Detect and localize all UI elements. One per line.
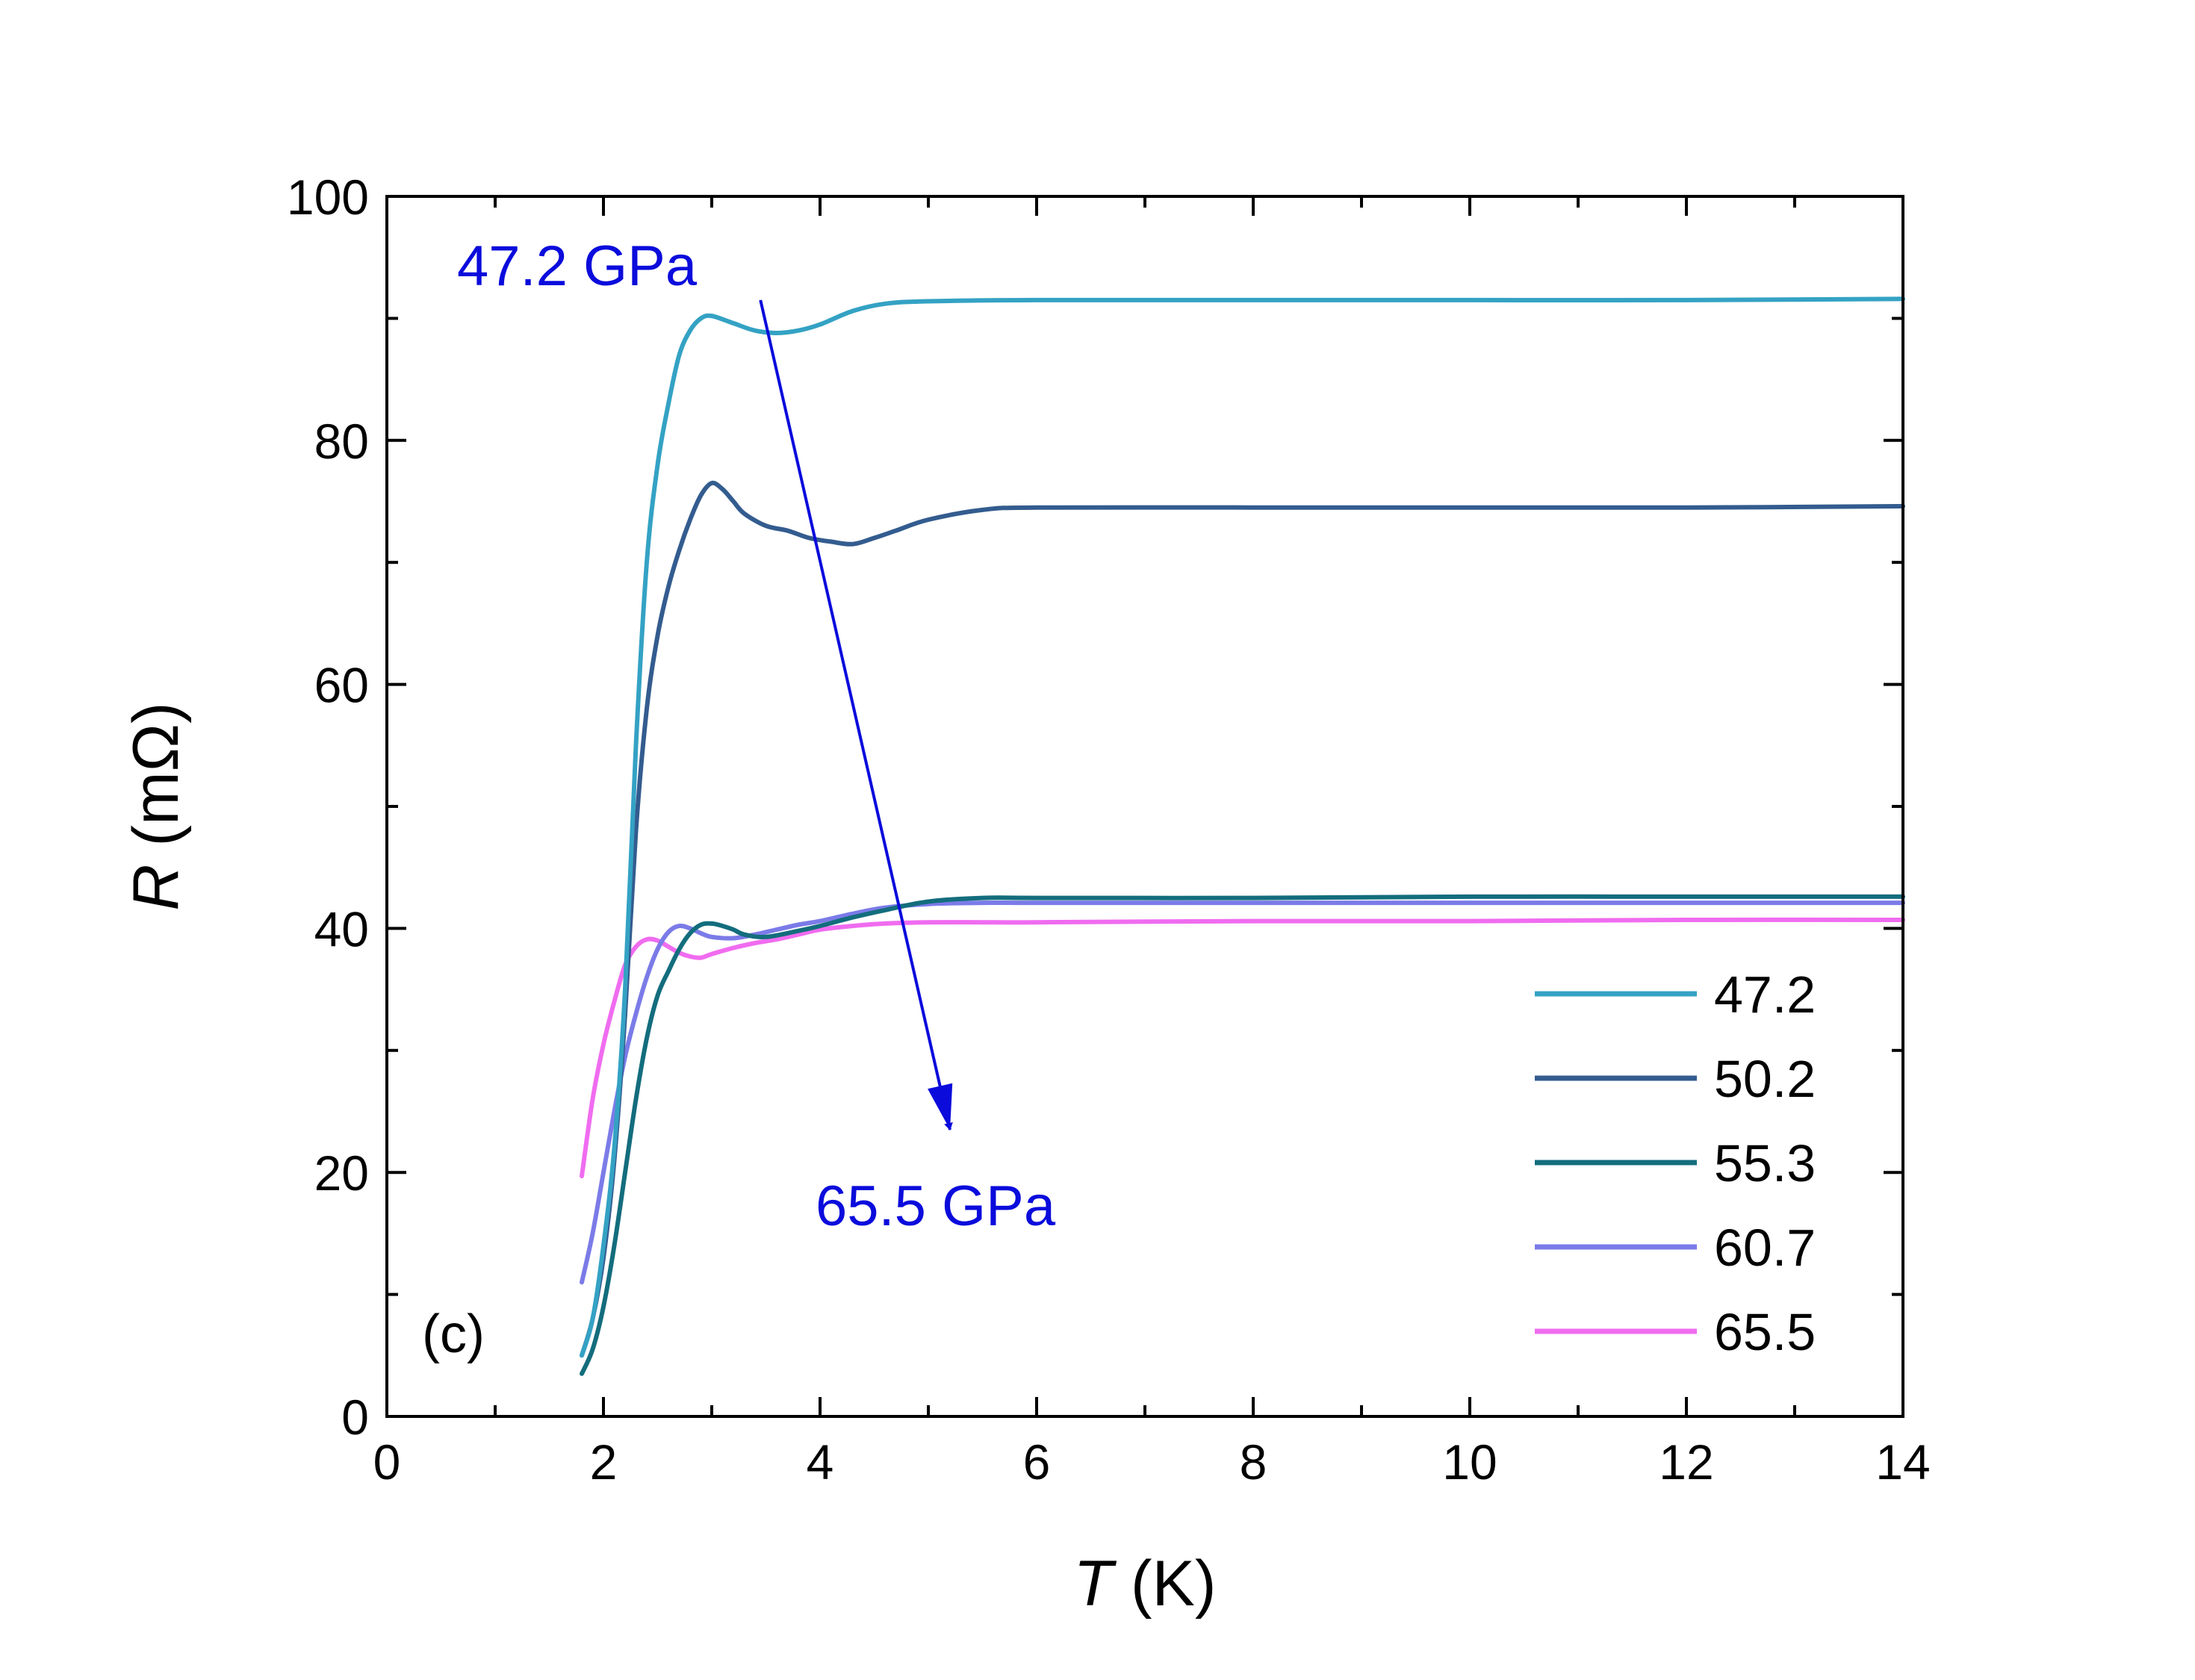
x-tick-label: 2: [590, 1434, 618, 1490]
panel-label: (c): [422, 1304, 485, 1364]
y-tick-label: 20: [314, 1145, 369, 1201]
data-lines: [580, 296, 1905, 1376]
x-axis-title: T (K): [1073, 1548, 1216, 1620]
axis-ticks: [385, 195, 1904, 1418]
x-tick-label: 14: [1875, 1434, 1930, 1490]
x-tick-label: 10: [1442, 1434, 1497, 1490]
pressure-arrow: [759, 299, 953, 1130]
y-tick-label: 100: [287, 169, 369, 225]
series-line-65.5: [580, 917, 1905, 1179]
y-tick-label: 40: [314, 901, 369, 956]
legend: 47.2 50.2 55.3 60.7 65.5: [1535, 965, 1816, 1361]
y-tick-label: 0: [341, 1390, 369, 1445]
y-axis-title: R (mΩ): [120, 702, 192, 910]
series-line-55.3: [580, 894, 1905, 1376]
x-tick-label: 12: [1659, 1434, 1713, 1490]
x-tick-label: 0: [373, 1434, 401, 1490]
annotation-start-pressure: 47.2 GPa: [457, 234, 698, 298]
y-axis-unit: (mΩ): [120, 702, 192, 864]
legend-label-47.2: 47.2: [1714, 965, 1816, 1024]
legend-label-50.2: 50.2: [1714, 1050, 1816, 1108]
y-axis-symbol: R: [120, 865, 192, 911]
x-tick-label: 8: [1240, 1434, 1267, 1490]
series-line-47.2: [580, 296, 1905, 1358]
y-tick-label: 60: [314, 658, 369, 713]
arrow-head: [928, 1083, 953, 1130]
legend-label-55.3: 55.3: [1714, 1134, 1816, 1192]
tick-labels: 0 2 4 6 8 10 12 14 0 20 40 60 80 100: [287, 169, 1931, 1490]
y-tick-label: 80: [314, 414, 369, 469]
annotation-end-pressure: 65.5 GPa: [816, 1175, 1056, 1238]
legend-label-60.7: 60.7: [1714, 1219, 1816, 1277]
plot-frame: [385, 195, 1904, 1418]
x-tick-label: 6: [1023, 1434, 1051, 1490]
pressure-annotation: 47.2 GPa 65.5 GPa: [457, 234, 1056, 1238]
series-line-60.7: [580, 900, 1905, 1285]
x-tick-label: 4: [807, 1434, 834, 1490]
legend-label-65.5: 65.5: [1714, 1303, 1816, 1361]
x-axis-symbol: T: [1073, 1548, 1117, 1620]
x-axis-unit: (K): [1113, 1548, 1217, 1620]
